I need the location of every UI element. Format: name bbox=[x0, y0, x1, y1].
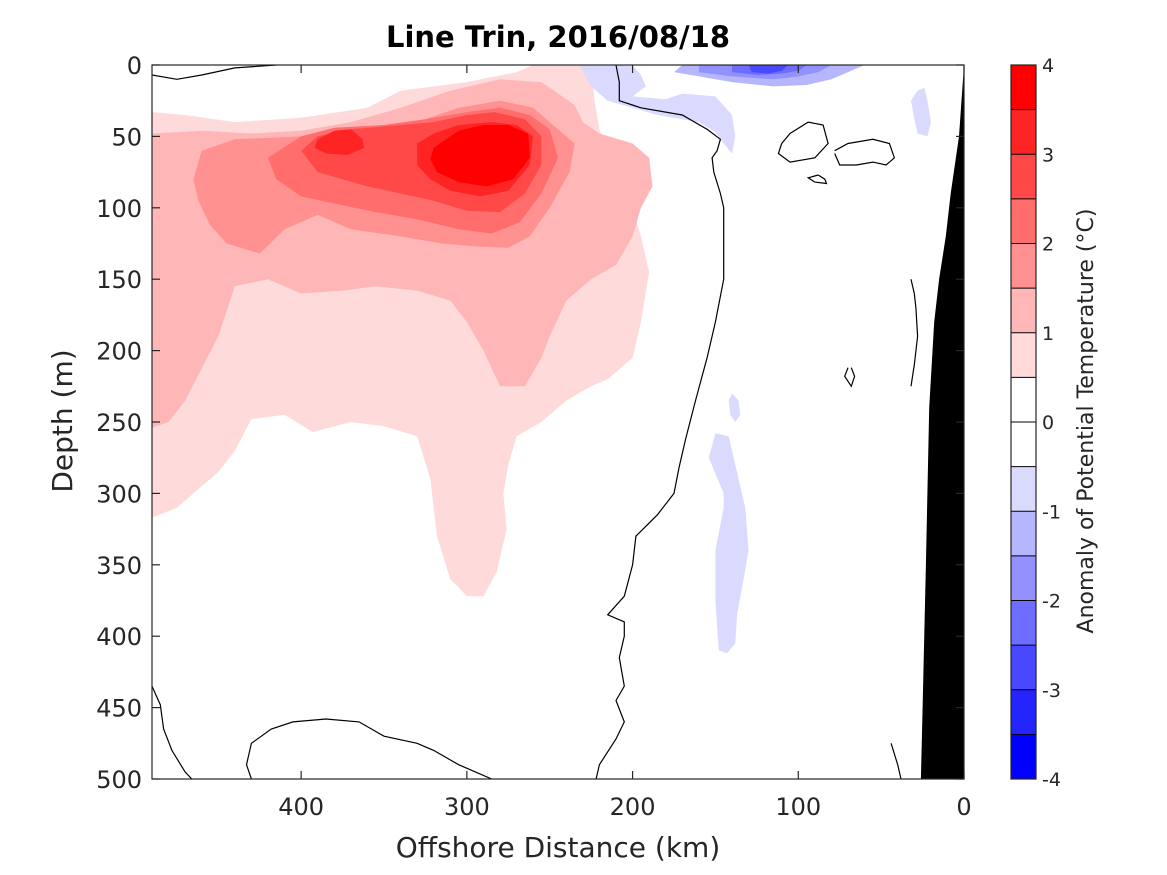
x-tick-label: 100 bbox=[775, 793, 821, 821]
x-tick-label: 400 bbox=[278, 793, 324, 821]
colorbar-band bbox=[1011, 600, 1036, 646]
colorbar-band bbox=[1011, 198, 1036, 244]
colorbar: 4 3 2 1 0 -1 -2 -3 -4 bbox=[1010, 55, 1061, 791]
colorbar-band bbox=[1011, 65, 1036, 111]
zero-contour-line-4 bbox=[777, 121, 829, 163]
x-tick-label: 0 bbox=[956, 793, 971, 821]
zero-contour-line-5 bbox=[806, 174, 828, 185]
colorbar-band bbox=[1011, 555, 1036, 601]
colorbar-tick-label: 0 bbox=[1042, 412, 1054, 434]
zero-contour-line-1 bbox=[595, 65, 725, 779]
contour-region-cold-8 bbox=[579, 65, 736, 154]
zero-contour-line-0 bbox=[152, 65, 277, 80]
colorbar-band bbox=[1011, 154, 1036, 200]
colorbar-label: Anomaly of Potential Temperature (°C) bbox=[1074, 209, 1099, 634]
y-tick-label: 50 bbox=[111, 123, 142, 151]
contour-region-cold-10 bbox=[728, 393, 741, 422]
colorbar-tick-label: -3 bbox=[1042, 680, 1061, 702]
colorbar-tick-label: 2 bbox=[1042, 234, 1054, 256]
colorbar-tick-label: 3 bbox=[1042, 144, 1054, 166]
seafloor-bathymetry bbox=[920, 65, 964, 779]
y-tick-label: 0 bbox=[127, 52, 142, 80]
colorbar-tick-label: -1 bbox=[1042, 501, 1061, 523]
y-tick-label: 350 bbox=[96, 552, 142, 580]
plot-area: 400 300 200 100 0 0 50 100 150 200 250 300 350 400 450… bbox=[96, 52, 971, 821]
colorbar-band bbox=[1011, 288, 1036, 334]
axes: 400 300 200 100 0 0 50 100 150 200 250 300 350 400 450… bbox=[96, 52, 971, 821]
zero-contour-line-6 bbox=[834, 138, 896, 166]
colorbar-band bbox=[1011, 645, 1036, 691]
zero-contour-lines bbox=[152, 65, 919, 779]
colorbar-band bbox=[1011, 511, 1036, 557]
zero-contour-line-9 bbox=[890, 743, 902, 779]
colorbar-band bbox=[1011, 109, 1036, 155]
contour-region-warm-7 bbox=[430, 125, 530, 187]
y-tick-label: 150 bbox=[96, 266, 142, 294]
bathymetry bbox=[920, 65, 964, 779]
y-tick-label: 250 bbox=[96, 409, 142, 437]
y-tick-label: 100 bbox=[96, 195, 142, 223]
y-tick-label: 400 bbox=[96, 623, 142, 651]
y-tick-label: 500 bbox=[96, 766, 142, 794]
colorbar-tick-label: -2 bbox=[1042, 591, 1061, 613]
x-tick-label: 200 bbox=[610, 793, 656, 821]
zero-contour-line-3 bbox=[245, 718, 492, 779]
contour-region-warm-5 bbox=[314, 129, 365, 155]
colorbar-band bbox=[1011, 332, 1036, 378]
colorbar-tick-label: 4 bbox=[1042, 55, 1054, 77]
zero-contour-line-7 bbox=[844, 367, 856, 388]
colorbar-band bbox=[1011, 689, 1036, 735]
x-axis-label: Offshore Distance (km) bbox=[396, 831, 721, 864]
colorbar-band bbox=[1011, 466, 1036, 512]
contour-fills bbox=[152, 65, 931, 654]
contour-region-cold-9 bbox=[911, 87, 931, 137]
colorbar-band bbox=[1011, 734, 1036, 780]
contour-region-cold-11 bbox=[708, 433, 749, 654]
x-tick-label: 300 bbox=[444, 793, 490, 821]
colorbar-band bbox=[1011, 422, 1036, 468]
zero-contour-line-2 bbox=[152, 685, 193, 779]
zero-contour-line-8 bbox=[910, 279, 919, 387]
y-tick-label: 300 bbox=[96, 480, 142, 508]
colorbar-tick-label: -4 bbox=[1042, 769, 1061, 791]
colorbar-band bbox=[1011, 377, 1036, 423]
chart-title: Line Trin, 2016/08/18 bbox=[386, 20, 730, 54]
y-tick-label: 450 bbox=[96, 695, 142, 723]
colorbar-frame bbox=[1010, 64, 1037, 780]
y-axis-label: Depth (m) bbox=[46, 349, 79, 492]
contour-region-cold-15 bbox=[748, 65, 789, 74]
y-tick-label: 200 bbox=[96, 338, 142, 366]
colorbar-tick-label: 1 bbox=[1042, 323, 1054, 345]
colorbar-band bbox=[1011, 243, 1036, 289]
